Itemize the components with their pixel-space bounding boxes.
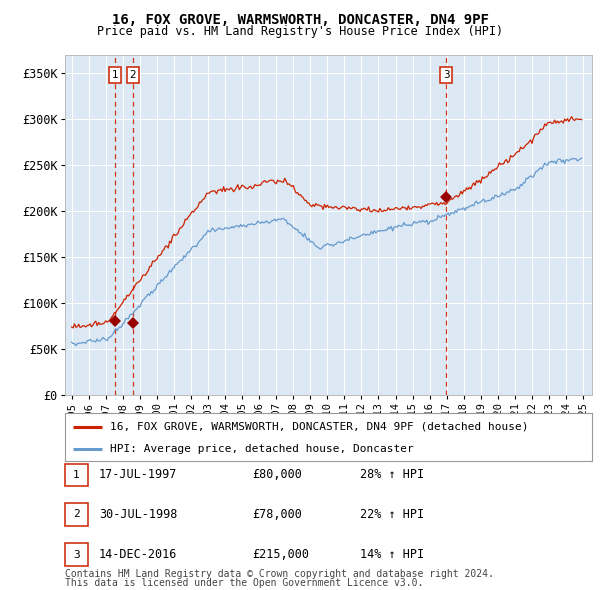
Text: £80,000: £80,000 bbox=[252, 468, 302, 481]
Text: 17-JUL-1997: 17-JUL-1997 bbox=[99, 468, 178, 481]
Text: 2: 2 bbox=[73, 510, 80, 519]
Text: 30-JUL-1998: 30-JUL-1998 bbox=[99, 508, 178, 521]
Text: £215,000: £215,000 bbox=[252, 548, 309, 561]
Text: 2: 2 bbox=[130, 70, 136, 80]
Text: This data is licensed under the Open Government Licence v3.0.: This data is licensed under the Open Gov… bbox=[65, 578, 423, 588]
Text: 1: 1 bbox=[112, 70, 118, 80]
Text: 28% ↑ HPI: 28% ↑ HPI bbox=[360, 468, 424, 481]
Text: HPI: Average price, detached house, Doncaster: HPI: Average price, detached house, Donc… bbox=[110, 444, 413, 454]
Text: 1: 1 bbox=[73, 470, 80, 480]
Text: 14% ↑ HPI: 14% ↑ HPI bbox=[360, 548, 424, 561]
Text: 3: 3 bbox=[73, 550, 80, 559]
Text: 3: 3 bbox=[443, 70, 449, 80]
Text: Price paid vs. HM Land Registry's House Price Index (HPI): Price paid vs. HM Land Registry's House … bbox=[97, 25, 503, 38]
Text: 14-DEC-2016: 14-DEC-2016 bbox=[99, 548, 178, 561]
Text: 16, FOX GROVE, WARMSWORTH, DONCASTER, DN4 9PF (detached house): 16, FOX GROVE, WARMSWORTH, DONCASTER, DN… bbox=[110, 421, 528, 431]
Text: 16, FOX GROVE, WARMSWORTH, DONCASTER, DN4 9PF: 16, FOX GROVE, WARMSWORTH, DONCASTER, DN… bbox=[112, 13, 488, 27]
Text: Contains HM Land Registry data © Crown copyright and database right 2024.: Contains HM Land Registry data © Crown c… bbox=[65, 569, 494, 579]
Text: 22% ↑ HPI: 22% ↑ HPI bbox=[360, 508, 424, 521]
Text: £78,000: £78,000 bbox=[252, 508, 302, 521]
